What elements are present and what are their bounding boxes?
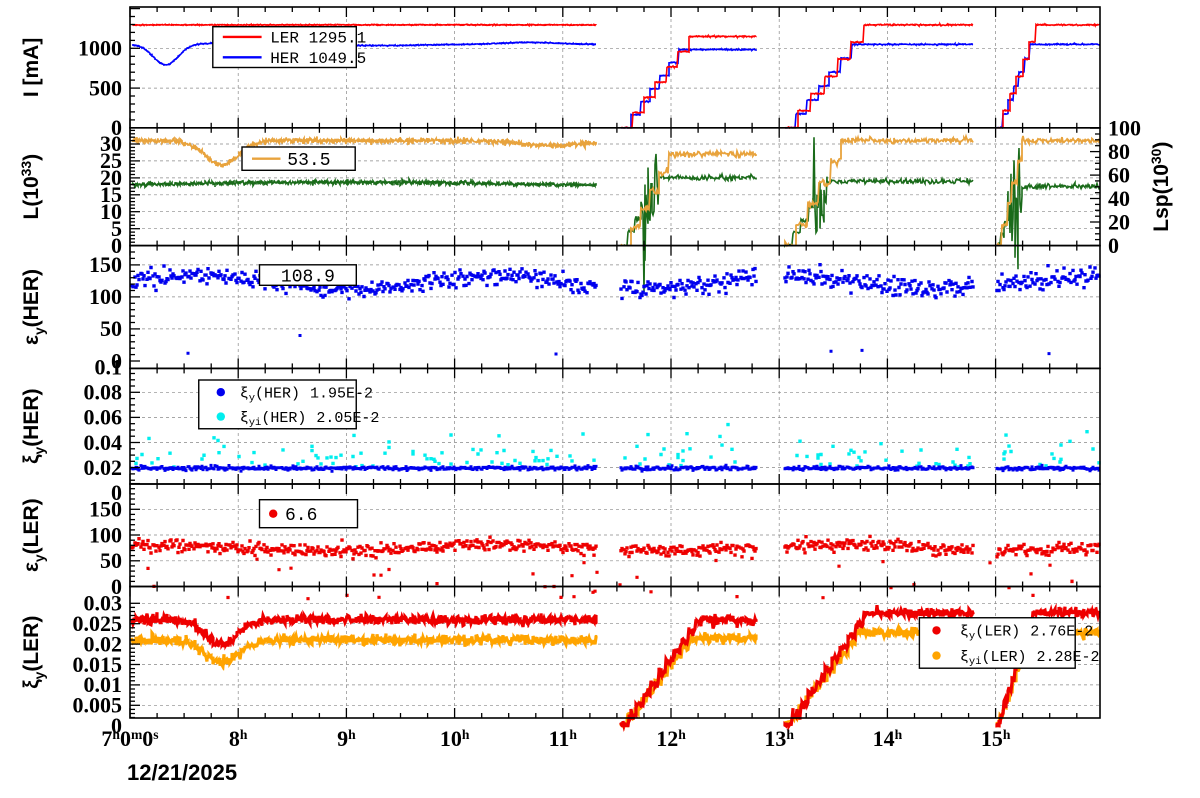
svg-text:80: 80 [1108, 139, 1130, 164]
svg-text:100: 100 [1108, 115, 1141, 140]
svg-text:20: 20 [1108, 209, 1130, 234]
svg-text:100: 100 [89, 284, 122, 309]
svg-text:1000: 1000 [78, 36, 122, 61]
svg-text:100: 100 [89, 522, 122, 547]
svg-text:0.03: 0.03 [84, 591, 123, 616]
svg-text:6.6: 6.6 [285, 506, 317, 526]
svg-text:60: 60 [1108, 162, 1130, 187]
svg-text:I [mA]: I [mA] [20, 38, 43, 98]
svg-text:50: 50 [100, 316, 122, 341]
svg-text:150: 150 [89, 497, 122, 522]
svg-text:150: 150 [89, 252, 122, 277]
svg-text:7h0m0s: 7h0m0s [101, 726, 158, 751]
svg-text:0.08: 0.08 [84, 380, 123, 405]
svg-text:LER 1295.1: LER 1295.1 [270, 30, 366, 48]
svg-text:0.1: 0.1 [95, 355, 123, 380]
svg-text:30: 30 [100, 131, 122, 156]
svg-text:12/21/2025: 12/21/2025 [127, 760, 237, 785]
svg-text:53.5: 53.5 [287, 151, 330, 171]
svg-text:0.04: 0.04 [84, 430, 123, 455]
svg-text:0.06: 0.06 [84, 405, 123, 430]
svg-text:40: 40 [1108, 186, 1130, 211]
svg-text:50: 50 [100, 548, 122, 573]
svg-text:500: 500 [89, 75, 122, 100]
svg-text:0: 0 [1108, 233, 1119, 258]
svg-text:108.9: 108.9 [281, 267, 335, 287]
svg-text:0.02: 0.02 [84, 455, 123, 480]
svg-text:HER 1049.5: HER 1049.5 [270, 50, 366, 68]
